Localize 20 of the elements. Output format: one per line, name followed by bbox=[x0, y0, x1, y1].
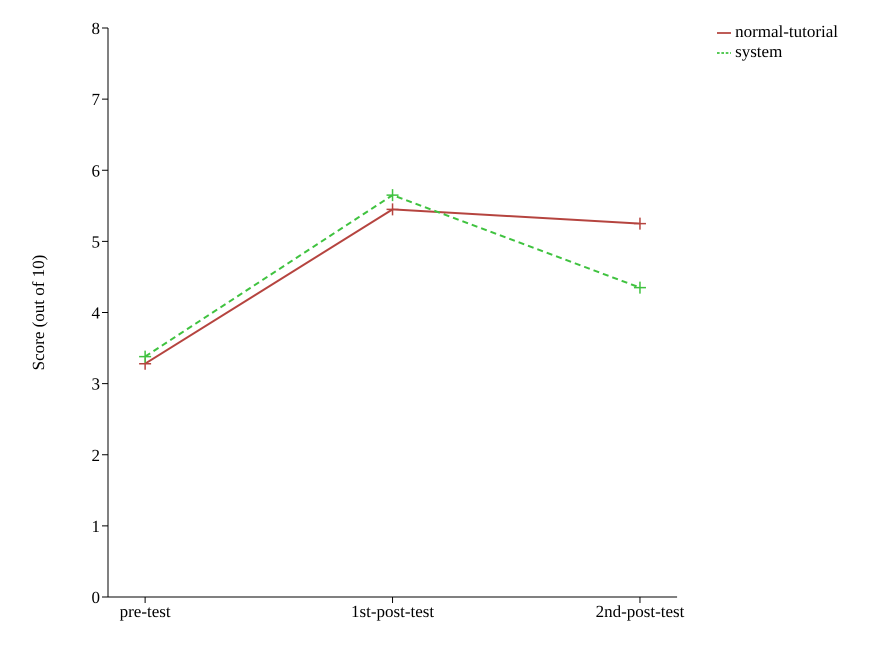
y-tick-label: 0 bbox=[92, 588, 100, 608]
y-tick-label: 3 bbox=[92, 374, 100, 394]
legend-label: normal-tutorial bbox=[735, 22, 838, 41]
y-tick-label: 6 bbox=[92, 161, 100, 180]
point bbox=[633, 280, 647, 294]
point bbox=[386, 188, 400, 202]
x-tick-label: 2nd-post-test bbox=[596, 602, 685, 622]
point bbox=[386, 202, 400, 216]
y-tick-label: 1 bbox=[92, 516, 100, 536]
y-tick-label: 7 bbox=[92, 90, 100, 110]
x-tick-label: pre-test bbox=[120, 602, 171, 622]
y-tick-label: 8 bbox=[92, 19, 100, 38]
x-tick-label: 1st-post-test bbox=[350, 602, 434, 622]
y-tick-label: 4 bbox=[92, 304, 100, 323]
point bbox=[633, 216, 647, 230]
legend-label: system bbox=[735, 42, 782, 61]
y-tick-label: 5 bbox=[92, 232, 100, 252]
y-axis-title: Score (out of 10) bbox=[29, 254, 48, 370]
point bbox=[138, 350, 152, 364]
y-tick-label: 2 bbox=[92, 446, 100, 465]
